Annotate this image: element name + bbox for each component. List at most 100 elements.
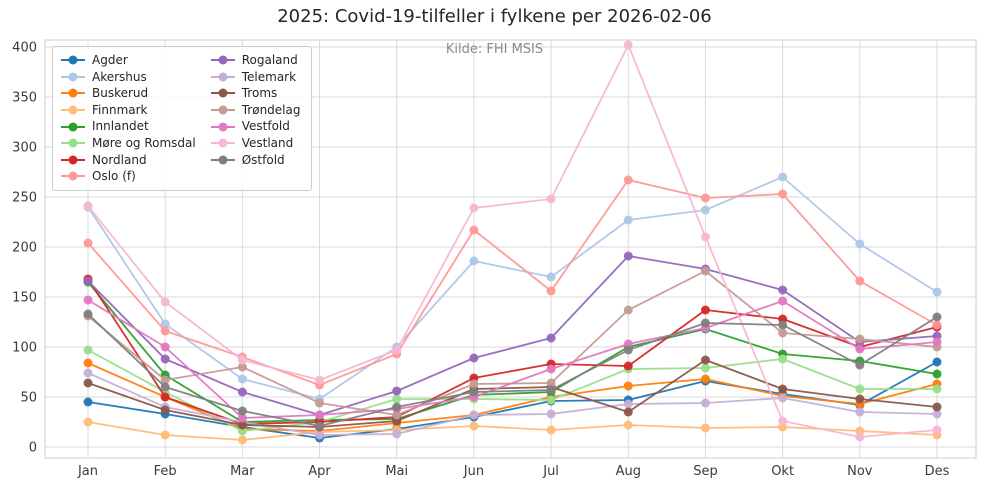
series-line-m-re-og-romsdal — [87, 349, 938, 432]
data-point — [700, 355, 710, 365]
data-point — [778, 296, 788, 306]
data-point — [855, 394, 865, 404]
legend-label: Østfold — [241, 152, 285, 167]
legend-marker-icon — [210, 138, 235, 148]
x-tick-label: Apr — [308, 464, 331, 479]
legend-label: Buskerud — [92, 86, 149, 101]
chart-subtitle: Kilde: FHI MSIS — [445, 42, 544, 57]
legend-item-nordland: Nordland — [60, 152, 196, 169]
data-point — [160, 405, 170, 415]
data-point — [83, 309, 93, 319]
data-point — [469, 256, 479, 266]
legend-marker-icon — [61, 105, 85, 115]
data-point — [932, 425, 942, 435]
y-tick-label: 100 — [12, 341, 37, 356]
data-point — [83, 201, 93, 211]
data-point — [237, 406, 247, 416]
data-point — [623, 175, 633, 185]
legend-column-2: Rogaland Telemark Troms Trøndelag Vestfold Ve… — [210, 52, 301, 185]
data-point — [83, 368, 93, 378]
x-tick-label: Sep — [693, 464, 718, 479]
data-point — [932, 402, 942, 412]
legend-item-m-re-og-romsdal: Møre og Romsdal — [60, 135, 196, 152]
data-point — [778, 328, 788, 338]
x-tick-label: Jun — [463, 464, 484, 479]
axes-frame — [44, 39, 977, 459]
legend-item-rogaland: Rogaland — [210, 52, 301, 69]
data-point — [469, 387, 479, 397]
data-point — [315, 430, 325, 440]
legend-label: Troms — [241, 86, 278, 101]
y-tick-label: 300 — [12, 141, 37, 156]
data-point — [546, 272, 556, 282]
data-point — [546, 378, 556, 388]
legend-marker-icon — [61, 138, 85, 148]
data-point — [700, 423, 710, 433]
data-point — [83, 358, 93, 368]
legend-marker-icon — [210, 88, 235, 98]
data-point — [932, 287, 942, 297]
series-line-troms — [87, 359, 938, 428]
legend-label: Vestfold — [241, 119, 290, 134]
y-tick-label: 200 — [12, 241, 37, 256]
data-point — [237, 362, 247, 372]
x-tick-label: Okt — [771, 464, 794, 479]
data-point — [700, 193, 710, 203]
data-point — [469, 410, 479, 420]
legend: Agder Akershus Buskerud Finnmark Innlandet Mø… — [52, 46, 312, 191]
legend-item--stfold: Østfold — [210, 152, 301, 169]
data-point — [855, 384, 865, 394]
legend-label: Akershus — [92, 69, 147, 84]
legend-item-buskerud: Buskerud — [60, 85, 196, 102]
legend-marker-icon — [210, 155, 235, 165]
chart-title: 2025: Covid-19-tilfeller i fylkene per 2… — [277, 6, 712, 27]
legend-marker-icon — [210, 72, 235, 82]
legend-label: Møre og Romsdal — [92, 135, 196, 150]
data-point — [469, 379, 479, 389]
series-line-telemark — [87, 372, 938, 436]
data-point — [237, 413, 247, 423]
series-line--stfold — [87, 313, 938, 427]
data-point — [469, 225, 479, 235]
data-point — [315, 410, 325, 420]
legend-item-oslo-f-: Oslo (f) — [60, 168, 196, 185]
x-tick-label: Nov — [847, 464, 873, 479]
legend-column-1: Agder Akershus Buskerud Finnmark Innlandet Mø… — [60, 52, 196, 185]
legend-item-tr-ndelag: Trøndelag — [210, 102, 301, 119]
data-point — [623, 381, 633, 391]
data-point — [932, 357, 942, 367]
data-point — [83, 295, 93, 305]
legend-label: Vestland — [241, 135, 294, 150]
series-line-rogaland — [87, 255, 938, 416]
legend-marker-icon — [61, 72, 85, 82]
data-point — [778, 384, 788, 394]
legend-marker-icon — [210, 122, 235, 132]
data-point — [83, 417, 93, 427]
data-point — [315, 421, 325, 431]
legend-marker-icon — [61, 55, 85, 65]
data-point — [855, 407, 865, 417]
x-tick-label: Des — [925, 464, 950, 479]
data-point — [700, 305, 710, 315]
data-point — [315, 398, 325, 408]
data-point — [778, 189, 788, 199]
data-point — [237, 420, 247, 430]
legend-label: Nordland — [92, 152, 147, 167]
data-point — [623, 305, 633, 315]
legend-marker-icon — [61, 122, 85, 132]
data-point — [469, 353, 479, 363]
y-tick-label: 50 — [20, 391, 37, 406]
x-tick-label: Mai — [385, 464, 408, 479]
legend-item-finnmark: Finnmark — [60, 102, 196, 119]
data-point — [237, 387, 247, 397]
data-point — [932, 337, 942, 347]
data-point — [160, 319, 170, 329]
data-point — [546, 425, 556, 435]
data-point — [83, 397, 93, 407]
data-point — [546, 194, 556, 204]
legend-marker-icon — [61, 171, 85, 181]
data-point — [623, 345, 633, 355]
data-point — [623, 40, 633, 50]
data-point — [932, 384, 942, 394]
